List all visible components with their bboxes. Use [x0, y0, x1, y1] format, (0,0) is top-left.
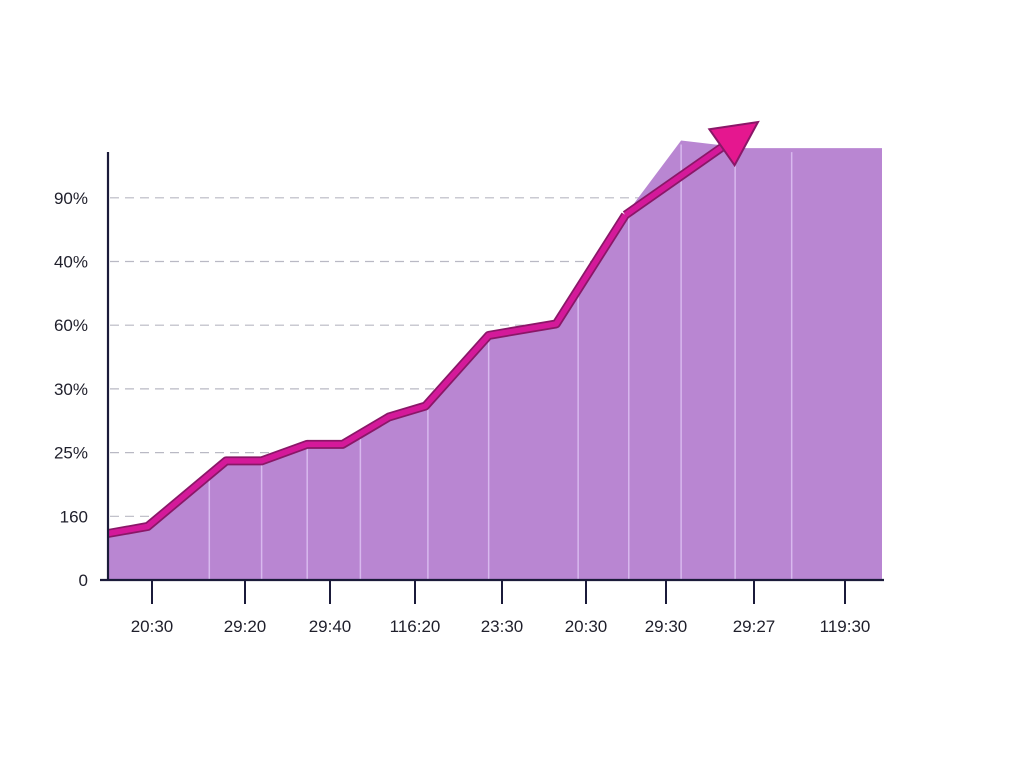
arrow-shaft — [623, 145, 724, 218]
y-tick-label: 0 — [79, 571, 88, 590]
x-tick-label: 20:30 — [131, 617, 174, 636]
arrow-head-icon — [707, 120, 760, 168]
x-tick-label: 119:30 — [820, 617, 871, 636]
y-tick-label: 30% — [54, 380, 88, 399]
x-tick-label: 29:40 — [309, 617, 352, 636]
area-fill-layer — [108, 140, 882, 580]
x-tick-label: 29:27 — [733, 617, 776, 636]
y-tick-label: 25% — [54, 444, 88, 463]
trend-line — [107, 213, 628, 537]
trend-line-layer — [107, 120, 760, 538]
area-fill — [108, 140, 882, 580]
x-tick-label: 23:30 — [481, 617, 524, 636]
y-axis-ticks: 0 160 25% 30% 60% 40% 90% — [54, 189, 88, 590]
y-tick-label: 160 — [60, 507, 88, 526]
x-tick-label: 20:30 — [565, 617, 608, 636]
y-tick-label: 60% — [54, 316, 88, 335]
x-tick-label: 29:30 — [645, 617, 688, 636]
y-tick-label: 90% — [54, 189, 88, 208]
y-tick-label: 40% — [54, 253, 88, 272]
x-axis-ticks: 20:30 29:20 29:40 116:20 23:30 20:30 29:30 29:2… — [131, 580, 871, 636]
x-tick-label: 116:20 — [390, 617, 441, 636]
x-tick-label: 29:20 — [224, 617, 267, 636]
